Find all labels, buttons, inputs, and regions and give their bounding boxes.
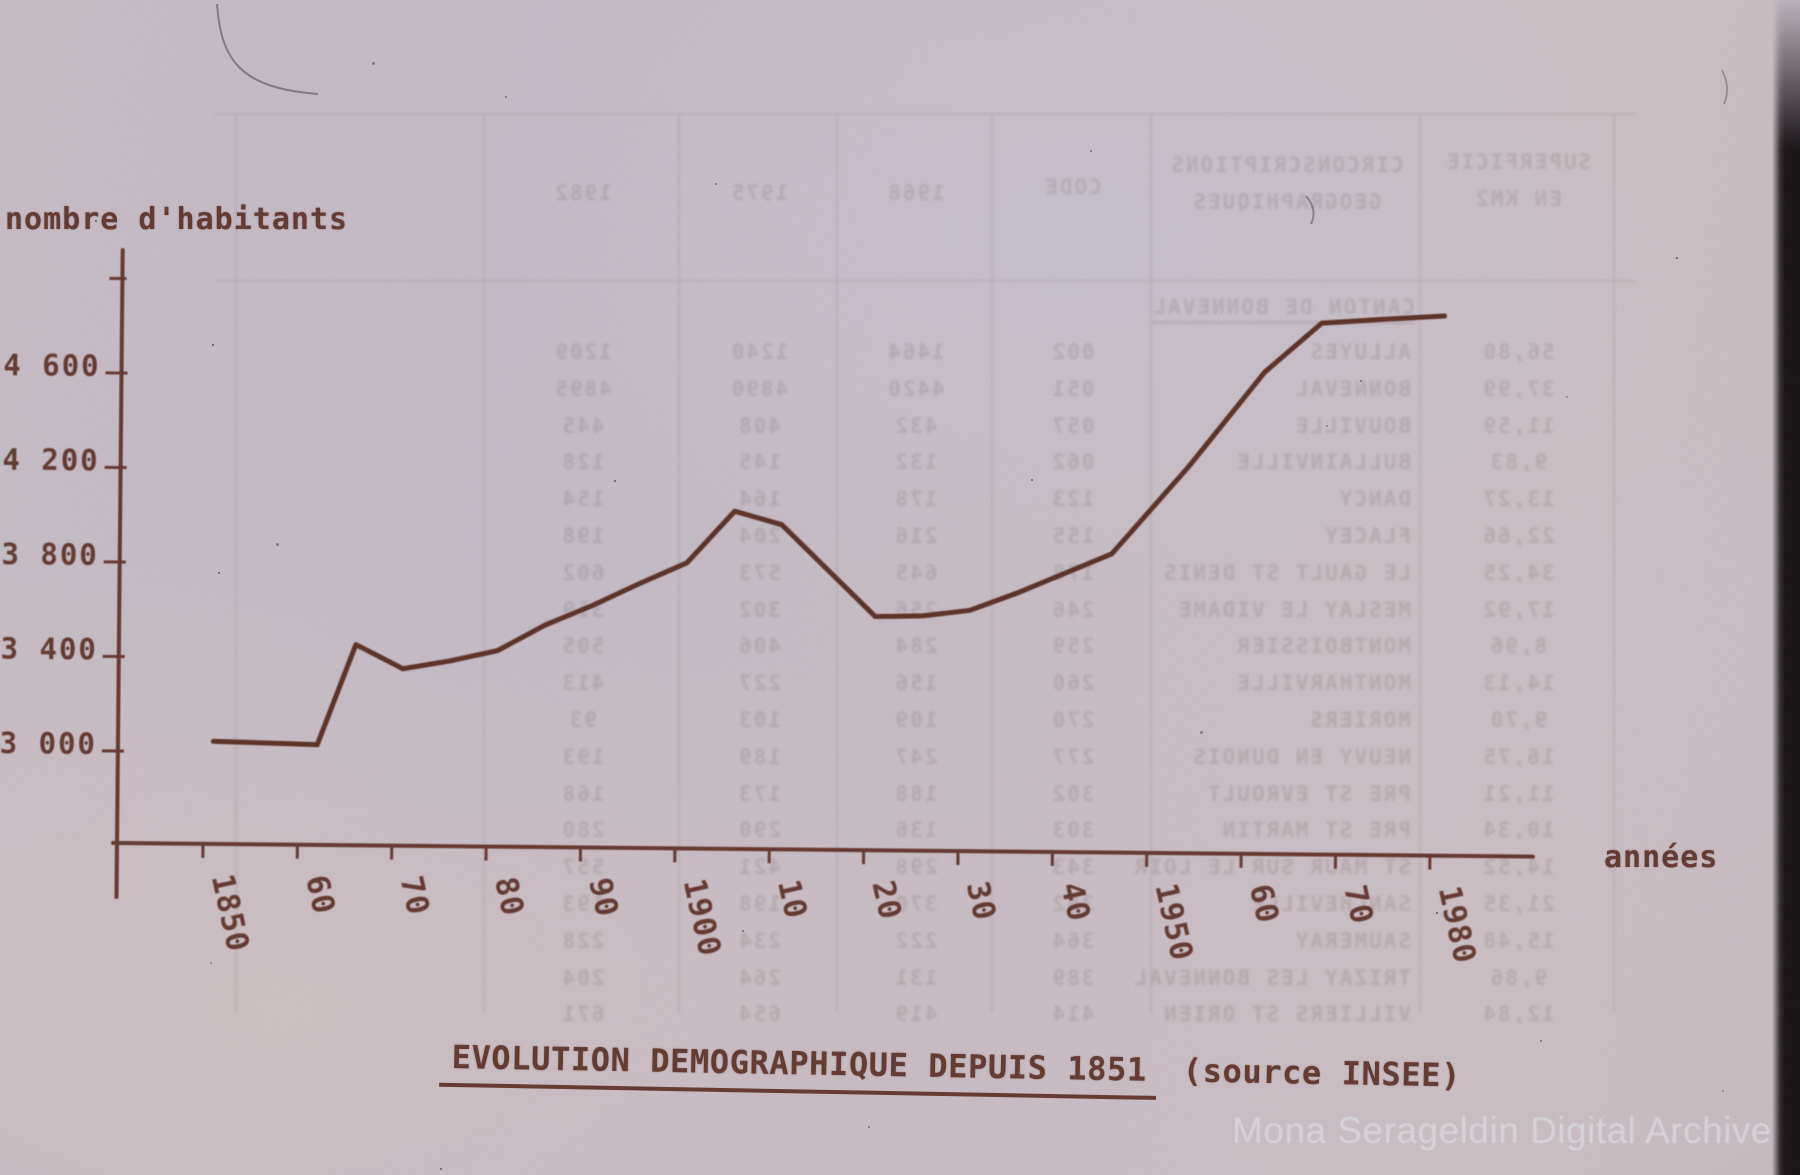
dust-speck [440, 1168, 442, 1170]
dust-speck [1722, 1090, 1724, 1092]
dust-speck [1200, 731, 1203, 734]
x-tick-label: 70 [1336, 882, 1380, 928]
dust-speck [372, 62, 375, 65]
x-tick-label: 1980 [1431, 883, 1483, 968]
dust-speck [95, 220, 97, 222]
dust-speck [1540, 1040, 1542, 1042]
x-tick-label: 80 [487, 874, 531, 920]
y-tick-label: 3 800 [1, 537, 99, 572]
x-tick-label: 60 [298, 872, 342, 918]
film-edge [1772, 0, 1800, 1175]
x-tick-label: 20 [864, 877, 908, 923]
y-tick-label: 4 200 [2, 442, 100, 477]
x-tick-label: 60 [1242, 881, 1286, 927]
paper-fibers [216, 3, 1728, 225]
y-tick-label: 3 000 [0, 726, 97, 761]
x-tick-label: 10 [770, 876, 814, 922]
x-tick-label: 40 [1053, 879, 1097, 925]
y-axis-title: nombre d'habitants [5, 202, 349, 237]
dust-speck [505, 96, 507, 98]
x-axis [111, 840, 1535, 859]
x-tick-label: 1850 [204, 871, 256, 956]
dust-speck [276, 543, 279, 546]
dust-speck [218, 572, 220, 574]
dust-speck [1326, 425, 1328, 427]
y-tick-label: 3 400 [0, 631, 98, 666]
watermark: Mona Serageldin Digital Archive [1232, 1110, 1772, 1151]
dust-speck [868, 1126, 870, 1128]
fiber [1305, 195, 1315, 225]
dust-speck [1676, 257, 1678, 259]
dust-speck [1436, 912, 1438, 914]
x-tick-label: 30 [959, 878, 1003, 924]
chart-source-note: (source INSEE) [1182, 1051, 1462, 1095]
dust-speck [1090, 150, 1092, 152]
fiber [216, 3, 319, 95]
x-tick-label: 1950 [1148, 880, 1200, 965]
dust-speck [210, 962, 212, 964]
x-tick-label: 1900 [676, 875, 728, 960]
dust-speck [1360, 380, 1362, 382]
dust-speck [742, 930, 744, 932]
fiber [1721, 69, 1728, 105]
x-tick-label: 90 [581, 874, 625, 920]
dust-speck [715, 183, 717, 185]
x-tick-label: 70 [393, 873, 437, 919]
dust-speck [1566, 396, 1568, 398]
y-axis [114, 248, 125, 899]
dust-speck [212, 344, 214, 346]
population-line [210, 313, 1448, 748]
dust-speck [1031, 479, 1033, 481]
y-tick-label: 4 600 [3, 348, 101, 383]
dust-speck [614, 480, 616, 482]
x-axis-title: années [1604, 840, 1719, 875]
